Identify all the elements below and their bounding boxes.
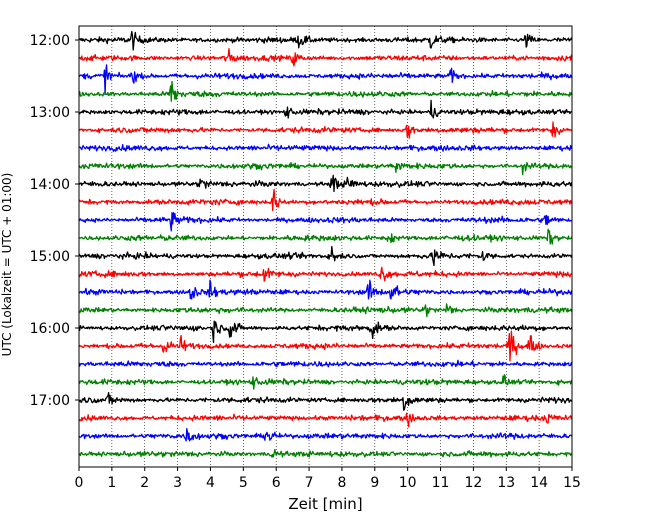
seismogram-trace — [78, 80, 573, 102]
seismogram-trace — [78, 188, 573, 212]
y-tick-label: 15:00 — [30, 249, 70, 265]
seismogram-trace — [78, 428, 573, 442]
seismogram-trace — [78, 266, 573, 282]
x-tick-label: 9 — [370, 475, 379, 491]
seismogram-trace — [78, 391, 573, 411]
x-tick-label: 12 — [464, 475, 482, 491]
seismogram-trace — [78, 374, 573, 390]
y-tick-label: 16:00 — [30, 321, 70, 337]
seismogram-trace — [78, 449, 573, 458]
x-tick-label: 15 — [563, 475, 581, 491]
seismogram-trace — [78, 212, 573, 232]
seismogram-traces — [78, 30, 573, 458]
x-tick-label: 10 — [399, 475, 417, 491]
x-tick-label: 3 — [173, 475, 182, 491]
seismogram-trace — [78, 320, 573, 344]
y-tick-label: 13:00 — [30, 105, 70, 121]
seismogram-trace — [79, 228, 573, 245]
seismogram-trace — [78, 245, 573, 267]
x-tick-label: 7 — [305, 475, 314, 491]
seismogram-trace — [78, 99, 573, 119]
seismogram-trace — [78, 330, 573, 362]
x-axis-ticks: 0 1 2 3 4 5 6 7 8 9 10 11 12 13 14 15 — [75, 467, 581, 491]
seismogram-trace — [78, 279, 573, 300]
x-tick-label: 2 — [140, 475, 149, 491]
seismogram-trace — [78, 303, 573, 318]
y-tick-label: 14:00 — [30, 177, 70, 193]
seismogram-trace — [78, 121, 573, 139]
x-tick-label: 4 — [206, 475, 215, 491]
x-tick-label: 8 — [337, 475, 346, 491]
x-tick-label: 11 — [432, 475, 450, 491]
y-tick-label: 17:00 — [30, 393, 70, 409]
plot-frame — [78, 25, 573, 468]
seismogram-trace — [78, 359, 573, 368]
x-tick-label: 14 — [530, 475, 548, 491]
seismogram-trace — [78, 30, 573, 51]
y-tick-label: 12:00 — [30, 33, 70, 49]
x-tick-label: 13 — [497, 475, 515, 491]
x-axis-label: Zeit [min] — [288, 495, 362, 513]
x-tick-label: 5 — [239, 475, 248, 491]
seismogram-trace — [78, 143, 573, 152]
seismogram-trace — [78, 412, 573, 428]
x-tick-label: 1 — [107, 475, 116, 491]
x-tick-label: 6 — [272, 475, 281, 491]
y-axis-ticks: 12:00 13:00 14:00 15:00 16:00 17:00 — [30, 33, 79, 409]
seismogram-trace — [78, 64, 573, 96]
seismogram-trace — [78, 161, 573, 176]
y-axis-label: UTC (Lokalzeit = UTC + 01:00) — [0, 173, 14, 357]
seismogram-trace — [78, 47, 573, 67]
seismogram-trace — [78, 174, 573, 193]
x-tick-label: 0 — [75, 475, 84, 491]
